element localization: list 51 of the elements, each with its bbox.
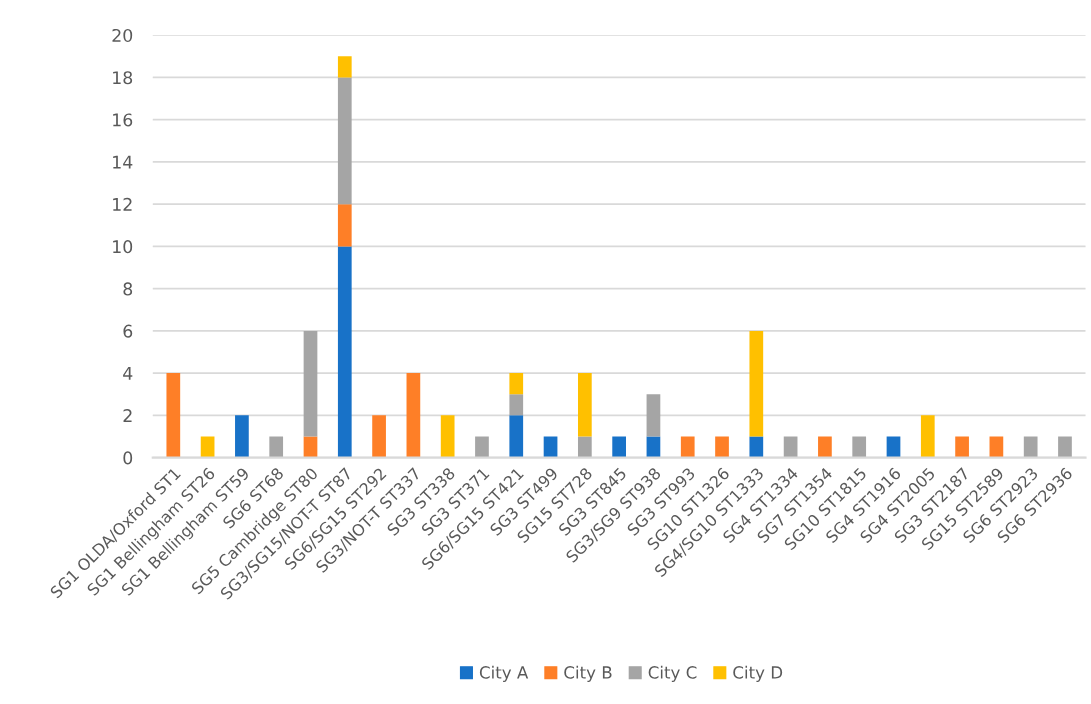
bar [989,436,1004,458]
y-tick-label: 6 [123,324,133,338]
bar [1023,436,1038,458]
bar [235,415,249,458]
bar [440,415,455,458]
y-tick-label: 2 [123,409,132,422]
y-tick-label: 14 [113,155,133,169]
bar [646,436,661,458]
bar [852,436,867,458]
bar [406,373,421,458]
y-tick-label: 12 [113,197,132,211]
bar [577,436,592,458]
bar [680,436,695,458]
bar [337,77,352,205]
bar [269,436,284,458]
bar [337,56,352,78]
bar [509,373,524,395]
y-tick-label: 8 [123,282,133,296]
legend-label: City B [564,665,612,682]
y-tick-label: 16 [113,113,133,127]
bar [749,330,764,437]
bar [200,436,215,458]
bar [818,436,832,458]
bar [475,436,489,458]
bar [886,436,901,458]
bar [337,246,352,458]
bar [509,394,524,416]
bar [166,373,181,458]
bar [749,436,764,458]
y-tick-label: 18 [113,71,133,85]
bar [955,436,969,458]
legend-label: City C [648,665,697,682]
legend-label: City D [733,665,783,682]
bar [920,415,935,458]
y-tick-label: 20 [112,28,133,43]
bar [509,415,524,458]
bar [783,436,798,458]
bar [543,436,558,458]
bar [372,415,386,458]
legend-label: City A [479,665,529,682]
bar [1058,436,1072,458]
bar [577,373,592,437]
bar [646,394,661,437]
y-tick-label: 4 [123,367,133,380]
bar [612,436,626,458]
y-tick-label: 10 [113,240,133,254]
bar [715,436,729,458]
bar [337,204,352,247]
y-tick-label: 0 [123,451,133,465]
bar [303,330,318,437]
bar [303,436,318,458]
